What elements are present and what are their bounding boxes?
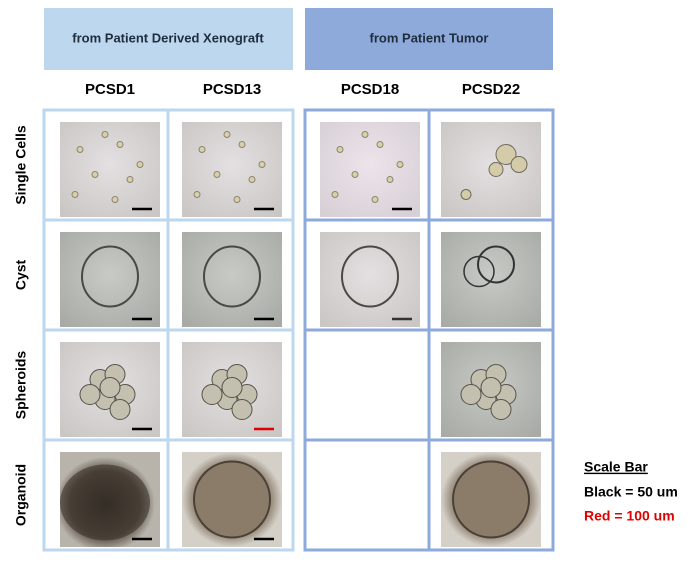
micrograph	[182, 342, 282, 437]
row-label: Spheroids	[13, 351, 29, 420]
image	[60, 122, 160, 217]
micrograph	[60, 452, 160, 547]
group-label: from Patient Derived Xenograft	[72, 30, 264, 45]
header-box	[44, 8, 293, 70]
image	[320, 232, 420, 327]
cell	[386, 176, 394, 183]
cell	[351, 171, 359, 178]
cell	[376, 141, 384, 148]
cell	[201, 384, 223, 405]
cell	[231, 399, 253, 420]
cell	[76, 146, 84, 153]
cell	[233, 196, 241, 203]
cell	[238, 141, 246, 148]
cell	[193, 191, 201, 198]
cell	[361, 131, 369, 138]
image	[182, 122, 282, 217]
micrograph	[320, 232, 420, 327]
micrograph	[60, 122, 160, 217]
cell	[91, 171, 99, 178]
legend-item: Red = 100 um	[584, 508, 675, 524]
cyst	[81, 245, 139, 308]
row-label: Organoid	[13, 464, 29, 526]
legend-item: Black = 50 um	[584, 484, 678, 500]
cell	[136, 161, 144, 168]
cell	[490, 399, 512, 420]
cell	[221, 377, 243, 398]
image	[60, 232, 160, 327]
cell	[488, 162, 504, 177]
image	[182, 232, 282, 327]
cyst	[203, 245, 261, 308]
cell	[223, 131, 231, 138]
cell	[71, 191, 79, 198]
cell	[116, 141, 124, 148]
cell	[109, 399, 131, 420]
cell	[331, 191, 339, 198]
organoid	[60, 464, 150, 541]
cell	[126, 176, 134, 183]
cell	[396, 161, 404, 168]
micrograph	[60, 232, 160, 327]
group-label: from Patient Tumor	[370, 30, 489, 45]
micrograph	[182, 122, 282, 217]
grid: PCSD1 PCSD13 PCSD18 PCSD22 Single Cells Cyst S…	[13, 81, 555, 552]
cell	[248, 176, 256, 183]
micrograph	[320, 122, 420, 217]
cyst	[477, 245, 515, 284]
micrograph	[60, 342, 160, 437]
cell	[198, 146, 206, 153]
column-label: PCSD1	[85, 81, 135, 98]
column-label: PCSD13	[203, 81, 261, 98]
cell	[79, 384, 101, 405]
cell	[510, 156, 528, 173]
cell	[495, 144, 517, 165]
cell	[258, 161, 266, 168]
cell	[101, 131, 109, 138]
micrograph	[441, 452, 541, 547]
cell	[460, 384, 482, 405]
row-label: Cyst	[13, 259, 29, 290]
cell	[336, 146, 344, 153]
cyst	[463, 255, 495, 288]
row-label: Single Cells	[13, 125, 29, 205]
column-label: PCSD22	[462, 81, 520, 98]
cyst	[341, 245, 399, 308]
cell	[460, 189, 472, 200]
micrograph	[182, 452, 282, 547]
header-box	[305, 8, 553, 70]
legend-title: Scale Bar	[584, 459, 648, 475]
micrograph	[441, 122, 541, 217]
micrograph	[441, 342, 541, 437]
organoid	[452, 460, 530, 539]
cell	[480, 377, 502, 398]
image	[320, 122, 420, 217]
cell	[371, 196, 379, 203]
organoid	[193, 460, 271, 539]
cell	[213, 171, 221, 178]
micrograph	[182, 232, 282, 327]
column-label: PCSD18	[341, 81, 399, 98]
cell	[99, 377, 121, 398]
micrograph	[441, 232, 541, 327]
cell	[111, 196, 119, 203]
